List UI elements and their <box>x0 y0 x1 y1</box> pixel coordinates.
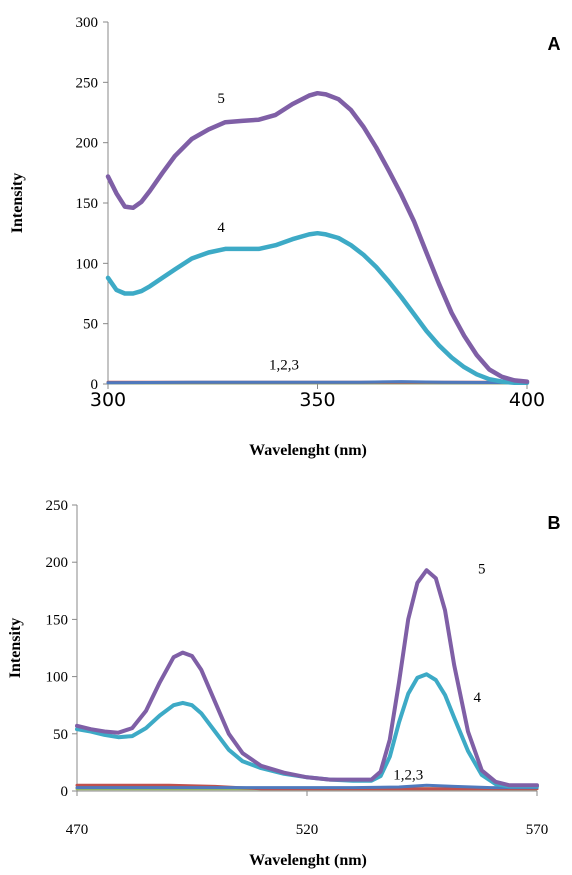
curve-annotation: 1,2,3 <box>269 358 299 374</box>
series-line <box>105 230 530 386</box>
x-axis-title: Wavelenght (nm) <box>249 442 367 459</box>
curve-annotation: 4 <box>473 690 481 706</box>
x-tick-label: 470 <box>66 822 89 838</box>
y-tick-label: 50 <box>53 727 68 743</box>
y-tick-label: 250 <box>46 498 69 514</box>
y-tick-label: 100 <box>76 256 99 272</box>
series-line <box>106 380 529 385</box>
curve-annotation: 4 <box>217 220 225 236</box>
y-tick-label: 150 <box>46 612 69 628</box>
x-tick-label: 520 <box>296 822 319 838</box>
y-tick-label: 100 <box>46 670 69 686</box>
panel-label: A <box>548 34 561 54</box>
x-tick-label: 400 <box>509 389 545 411</box>
y-tick-label: 50 <box>83 317 98 333</box>
series-line <box>75 568 539 788</box>
chart-panel-a: 0 50 100 150 200 250 300 300 350 400 5 4 1,2,3 A Wavel… <box>9 15 561 459</box>
y-tick-label: 150 <box>76 196 99 212</box>
y-tick-label: 300 <box>76 15 99 31</box>
curve-annotation: 5 <box>478 562 486 578</box>
x-tick-label: 570 <box>526 822 549 838</box>
curve-annotation: 5 <box>217 91 225 107</box>
x-axis-title: Wavelenght (nm) <box>249 852 367 869</box>
series-line <box>75 783 539 790</box>
y-axis-title: Intensity <box>9 173 26 233</box>
y-tick-label: 200 <box>46 555 69 571</box>
y-tick-label: 0 <box>91 377 99 393</box>
x-tick-label: 350 <box>299 389 335 411</box>
y-tick-label: 250 <box>76 75 99 91</box>
series-line <box>105 90 530 384</box>
x-tick-label: 300 <box>90 389 126 411</box>
y-axis-title: Intensity <box>7 618 24 678</box>
panel-label: B <box>548 513 561 533</box>
y-tick-label: 0 <box>61 784 69 800</box>
chart-panel-b: 0 50 100 150 200 250 470 520 570 5 4 1,2,3 B Waveleng… <box>7 498 561 869</box>
y-tick-label: 200 <box>76 136 99 152</box>
curve-annotation: 1,2,3 <box>393 768 423 784</box>
